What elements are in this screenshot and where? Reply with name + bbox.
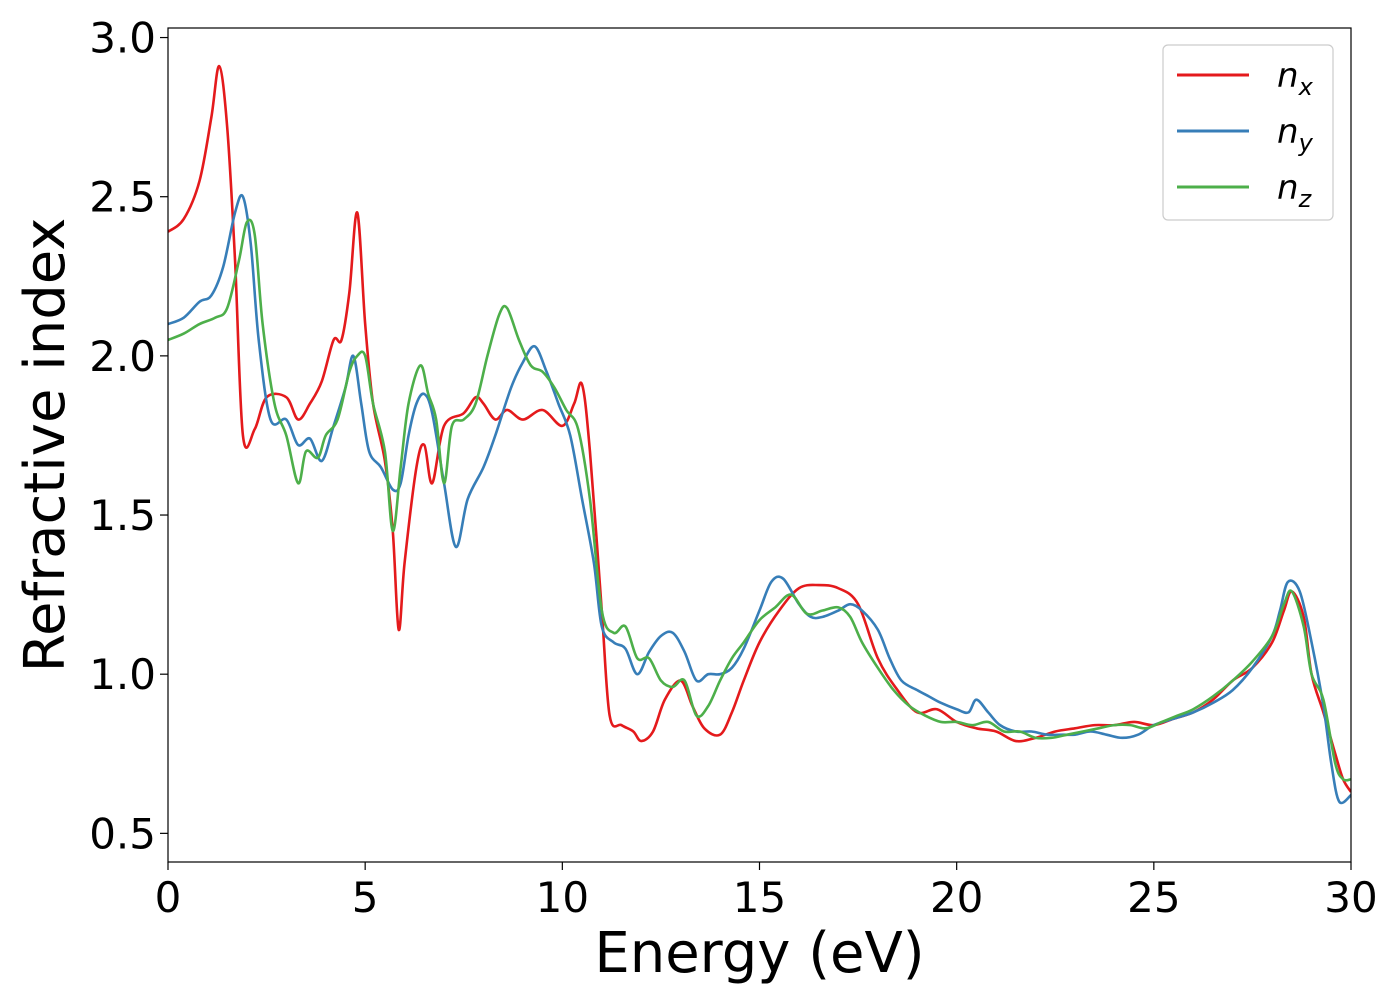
y-tick-label: 2.5 <box>89 173 156 222</box>
y-tick-label: 2.0 <box>89 332 156 381</box>
series-line-nx <box>168 64 1351 793</box>
legend-label-subscript: y <box>1298 129 1314 157</box>
series-layer <box>168 64 1351 805</box>
series-line-ny <box>168 194 1351 805</box>
legend-label-base: n <box>1277 168 1299 208</box>
ticks-layer: 0 5 10 15 20 25 30 0.5 1.0 1.5 2.0 2.5 3.0 <box>89 14 1378 922</box>
legend-label-ny: ny <box>1277 112 1314 157</box>
legend-label-subscript: z <box>1298 185 1313 213</box>
series-line-nz <box>168 218 1351 782</box>
x-axis-title: Energy (eV) <box>594 921 924 986</box>
x-tick-label: 5 <box>352 873 379 922</box>
x-tick-label: 30 <box>1324 873 1377 922</box>
legend-label-base: n <box>1277 112 1299 152</box>
x-tick-label: 0 <box>155 873 182 922</box>
legend-label-nz: nz <box>1277 168 1313 213</box>
y-tick-label: 3.0 <box>89 14 156 63</box>
legend-label-base: n <box>1277 56 1299 96</box>
x-tick-label: 10 <box>536 873 589 922</box>
legend-label-nx: nx <box>1277 56 1314 101</box>
y-axis-title: Refractive index <box>13 218 78 673</box>
x-tick-label: 15 <box>733 873 786 922</box>
legend-label-subscript: x <box>1298 73 1314 101</box>
y-tick-label: 1.5 <box>89 491 156 540</box>
y-tick-label: 1.0 <box>89 650 156 699</box>
x-tick-label: 25 <box>1127 873 1180 922</box>
x-tick-label: 20 <box>930 873 983 922</box>
y-tick-label: 0.5 <box>89 809 156 858</box>
